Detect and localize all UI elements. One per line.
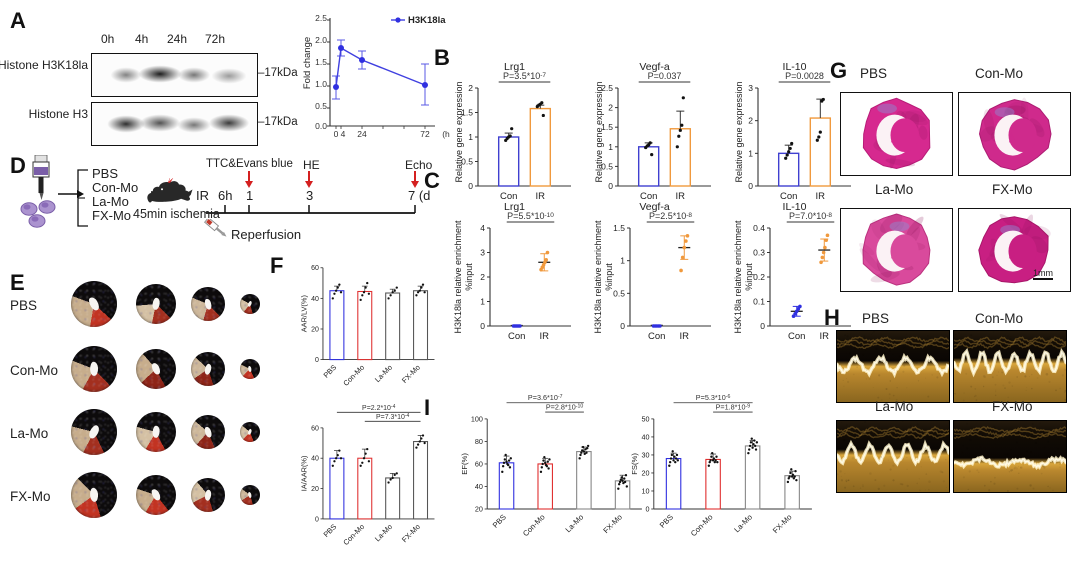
svg-text:PBS: PBS [658,513,675,530]
svg-text:1.5: 1.5 [613,223,625,233]
svg-text:1: 1 [480,297,485,307]
svg-text:20: 20 [475,505,483,514]
svg-text:IA/AAR(%): IA/AAR(%) [300,456,309,492]
svg-text:P=3.6*10-7: P=3.6*10-7 [528,393,563,402]
svg-text:%input: %input [604,263,614,291]
svg-text:0: 0 [760,321,765,331]
svg-text:%input: %input [744,263,754,291]
svg-text:0.4: 0.4 [753,223,765,233]
svg-text:0: 0 [315,357,319,364]
svg-text:PBS: PBS [322,522,339,539]
svg-text:30: 30 [642,450,650,459]
svg-text:P=2.2*10-4: P=2.2*10-4 [362,404,396,412]
svg-text:IR: IR [540,331,550,342]
svg-text:PBS: PBS [491,513,508,530]
svg-text:0.1: 0.1 [753,297,765,307]
svg-text:3: 3 [480,248,485,258]
svg-text:100: 100 [471,414,483,423]
svg-text:Con: Con [508,331,525,342]
svg-text:IR: IR [680,331,690,342]
svg-text:H3K18la relative enrichment: H3K18la relative enrichment [733,220,743,334]
svg-text:FX-Mo: FX-Mo [400,522,422,544]
svg-text:40: 40 [311,456,319,463]
svg-text:La-Mo: La-Mo [732,513,754,535]
svg-text:P=1.8*10-9: P=1.8*10-9 [716,403,751,412]
svg-text:1: 1 [620,256,625,266]
svg-text:Con-Mo: Con-Mo [341,522,366,547]
svg-text:La-Mo: La-Mo [564,513,586,535]
svg-text:20: 20 [642,469,650,478]
svg-text:40: 40 [311,296,319,303]
svg-text:IR: IR [820,331,830,342]
svg-text:P=7.3*10-4: P=7.3*10-4 [376,413,410,421]
svg-text:0.2: 0.2 [753,272,765,282]
svg-text:P=2.5*10-8: P=2.5*10-8 [649,211,692,221]
svg-text:%input: %input [464,263,474,291]
svg-text:H3K18la relative enrichment: H3K18la relative enrichment [453,220,463,334]
svg-text:La-Mo: La-Mo [373,363,394,384]
svg-text:0.3: 0.3 [753,248,765,258]
svg-text:FS(%): FS(%) [630,453,639,475]
svg-text:FX-Mo: FX-Mo [771,513,794,536]
svg-text:20: 20 [311,486,319,493]
svg-text:0.5: 0.5 [613,288,625,298]
svg-text:60: 60 [475,460,483,469]
svg-text:P=5.5*10-10: P=5.5*10-10 [507,211,554,221]
svg-text:FX-Mo: FX-Mo [601,513,624,536]
svg-text:0: 0 [480,321,485,331]
svg-text:Con-Mo: Con-Mo [521,513,547,539]
svg-text:0: 0 [620,321,625,331]
svg-text:Con: Con [788,331,805,342]
svg-text:60: 60 [311,425,319,432]
svg-text:20: 20 [311,326,319,333]
svg-text:80: 80 [475,437,483,446]
svg-text:H3K18la relative enrichment: H3K18la relative enrichment [593,220,603,334]
svg-text:60: 60 [311,265,319,272]
svg-text:0: 0 [315,516,319,523]
svg-text:50: 50 [642,414,650,423]
svg-text:0: 0 [646,505,650,514]
svg-text:FX-Mo: FX-Mo [400,363,422,385]
svg-text:Con-Mo: Con-Mo [689,513,715,539]
svg-text:EF(%): EF(%) [460,453,469,475]
svg-text:Con-Mo: Con-Mo [341,363,366,388]
svg-text:40: 40 [475,482,483,491]
svg-text:10: 10 [642,487,650,496]
svg-text:PBS: PBS [322,363,339,380]
svg-text:P=5.3*10-6: P=5.3*10-6 [696,393,731,402]
svg-text:P=7.0*10-8: P=7.0*10-8 [789,211,832,221]
svg-text:4: 4 [480,223,485,233]
svg-text:AAR/LV(%): AAR/LV(%) [300,295,309,332]
svg-text:Con: Con [648,331,665,342]
svg-text:P=2.8*10-10: P=2.8*10-10 [546,403,584,412]
svg-text:40: 40 [642,432,650,441]
svg-text:2: 2 [480,272,485,282]
svg-text:La-Mo: La-Mo [373,522,394,543]
